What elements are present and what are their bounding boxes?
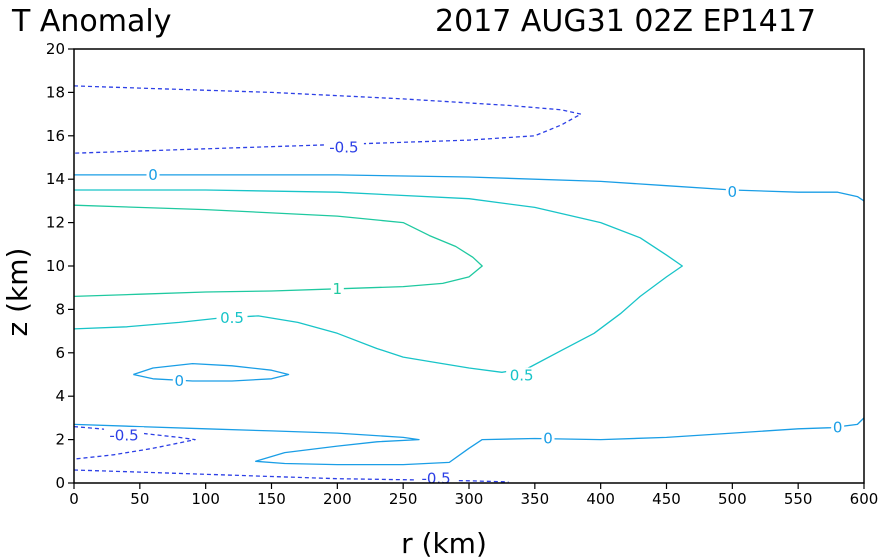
contour-lines [73,85,865,483]
contour-line [73,189,683,373]
x-tick-label: 200 [323,490,352,508]
contour-label: 0 [728,183,738,201]
x-tick-label: 150 [257,490,286,508]
y-tick-label: 12 [46,214,65,232]
y-tick-label: 14 [46,170,65,188]
x-axis-label: r (km) [401,527,487,559]
contour-label-bg [172,373,186,390]
chart-title: T Anomaly [11,4,171,39]
contour-labels: -0.5 -0.5 -0.5 0 0 0 0 0 1 0.5 0.5 [104,139,845,488]
contour-label: 0 [148,166,158,184]
chart-subtitle: 2017 AUG31 02Z EP1417 [435,4,816,39]
contour-label-bg [831,419,845,436]
x-tick-label: 50 [130,490,149,508]
x-tick-label: 350 [521,490,550,508]
y-tick-label: 6 [55,344,65,362]
contour-label: 0 [543,430,553,448]
x-axis: 0 50 100 150 200 250 300 350 400 450 500 550 600 [69,483,878,508]
contour-line [73,204,483,298]
x-tick-label: 550 [784,490,813,508]
y-tick-label: 20 [46,40,65,58]
x-tick-label: 600 [850,490,879,508]
contour-label-bg [323,139,364,156]
contour-label-bg [146,166,160,183]
plot-frame [73,48,865,484]
contour-label-bg [725,184,739,201]
y-axis-label: z (km) [1,248,34,337]
y-tick-label: 8 [55,300,65,318]
contour-label-bg [216,310,248,327]
y-tick-label: 10 [46,257,65,275]
y-tick-label: 2 [55,431,65,449]
x-tick-label: 500 [718,490,747,508]
contour-label-bg [104,427,145,444]
contour-label: 0.5 [220,309,244,327]
y-tick-label: 4 [55,387,65,405]
contour-label: -0.5 [109,426,138,444]
contour-label-bg [506,367,538,384]
x-tick-label: 300 [455,490,484,508]
contour-line [74,174,865,202]
contour-label: -0.5 [329,139,358,157]
contour-line [73,425,196,460]
contour-label: 0 [833,419,843,437]
contour-line [73,417,865,466]
x-tick-label: 100 [191,490,220,508]
contour-label: -0.5 [421,470,450,488]
contour-label-bg [330,280,344,297]
contour-label: 0.5 [510,367,534,385]
y-tick-label: 0 [55,474,65,492]
x-tick-label: 400 [586,490,615,508]
contour-label-bg [541,430,555,447]
y-tick-label: 16 [46,127,65,145]
y-axis: 0 2 4 6 8 10 12 14 16 18 20 [46,40,74,492]
x-tick-label: 0 [69,490,79,508]
x-tick-label: 450 [652,490,681,508]
y-tick-label: 18 [46,83,65,101]
contour-label: 0 [175,372,185,390]
x-tick-label: 250 [389,490,418,508]
contour-label: 1 [333,280,343,298]
contour-line [133,362,290,382]
